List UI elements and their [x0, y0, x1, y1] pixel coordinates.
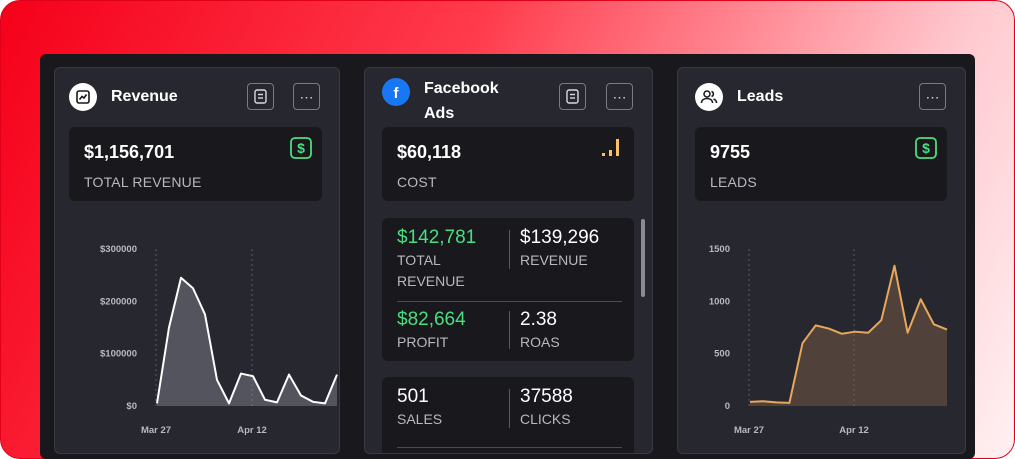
profit-value: $82,664	[397, 309, 466, 330]
clicks-label: CLICKS	[520, 411, 571, 427]
revenue-chart: $300000 $200000 $100000 $0 Mar 27 Apr 12	[100, 244, 338, 436]
divider	[397, 447, 622, 448]
series-line	[156, 276, 338, 405]
series-area	[157, 277, 337, 406]
sales-value: 501	[397, 386, 429, 407]
y-tick-label: $300000	[100, 244, 137, 255]
divider	[509, 230, 510, 269]
total-revenue-label: TOTAL REVENUE	[397, 252, 465, 289]
leads-title: Leads	[737, 88, 784, 105]
more-button[interactable]: ⋯	[606, 83, 633, 110]
clicks-value: 37588	[520, 386, 573, 407]
notes-button[interactable]	[559, 83, 586, 110]
svg-text:$: $	[922, 140, 930, 156]
more-button[interactable]: ⋯	[919, 83, 946, 110]
y-tick-label: 1000	[709, 296, 730, 307]
svg-text:$: $	[297, 140, 305, 156]
leads-value: 9755	[710, 142, 751, 162]
y-tick-label: 0	[725, 401, 730, 412]
x-tick-label: Apr 12	[839, 425, 869, 436]
y-tick-label: 500	[714, 349, 730, 360]
x-tick-label: Mar 27	[734, 425, 764, 436]
revenue-value: $139,296	[520, 227, 600, 248]
more-dots-icon: ⋯	[612, 88, 627, 105]
divider	[509, 311, 510, 349]
x-tick-label: Apr 12	[237, 425, 267, 436]
dollar-icon: $	[915, 137, 937, 164]
signal-bars-icon	[600, 136, 624, 165]
leads-chart: 1500 1000 500 0 Mar 27 Apr 12	[709, 244, 948, 436]
more-dots-icon: ⋯	[299, 88, 314, 105]
series-area	[750, 265, 947, 406]
revenue-value: $1,156,701	[84, 142, 175, 162]
revenue-label: REVENUE	[520, 252, 588, 268]
chart-icon	[69, 83, 97, 111]
users-icon	[695, 83, 723, 111]
y-tick-label: $100000	[100, 349, 137, 360]
y-tick-label: $200000	[100, 296, 137, 307]
more-button[interactable]: ⋯	[293, 83, 320, 110]
sales-label: SALES	[397, 411, 443, 427]
revenue-label: TOTAL REVENUE	[84, 174, 202, 190]
x-tick-label: Mar 27	[141, 425, 171, 436]
cost-label: COST	[397, 174, 437, 190]
metrics-box-2: 501 SALES 37588 CLICKS	[382, 377, 634, 453]
leads-stat-box: 9755 LEADS $	[695, 127, 947, 201]
divider	[509, 389, 510, 428]
y-tick-label: 1500	[709, 244, 730, 255]
facebook-card: f Facebook Ads ⋯ $60,118 COST	[364, 67, 653, 454]
document-icon	[566, 89, 579, 104]
y-tick-label: $0	[126, 401, 137, 412]
facebook-icon: f	[382, 78, 410, 106]
more-dots-icon: ⋯	[925, 88, 940, 105]
cost-value: $60,118	[397, 142, 462, 162]
divider	[397, 301, 622, 302]
revenue-card: Revenue ⋯ $1,156,701 TOTAL REVENUE $ $30…	[54, 67, 340, 454]
cost-stat-box: $60,118 COST	[382, 127, 634, 201]
svg-text:f: f	[394, 85, 400, 100]
dollar-icon: $	[290, 137, 312, 164]
roas-label: ROAS	[520, 334, 560, 350]
revenue-title: Revenue	[111, 88, 178, 105]
scrollbar-thumb[interactable]	[641, 219, 645, 297]
metrics-box: $142,781 TOTAL REVENUE $139,296 REVENUE …	[382, 218, 634, 361]
roas-value: 2.38	[520, 309, 557, 330]
dashboard-panel: Revenue ⋯ $1,156,701 TOTAL REVENUE $ $30…	[40, 54, 975, 459]
leads-label: LEADS	[710, 174, 757, 190]
revenue-stat-box: $1,156,701 TOTAL REVENUE $	[69, 127, 322, 201]
leads-card: Leads ⋯ 9755 LEADS $ 1500 1000 500 0 Mar 27 A…	[677, 67, 966, 454]
total-revenue-value: $142,781	[397, 227, 477, 248]
facebook-title: Facebook Ads	[424, 80, 499, 122]
profit-label: PROFIT	[397, 334, 449, 350]
series-line	[749, 264, 948, 404]
notes-button[interactable]	[247, 83, 274, 110]
document-icon	[254, 89, 267, 104]
